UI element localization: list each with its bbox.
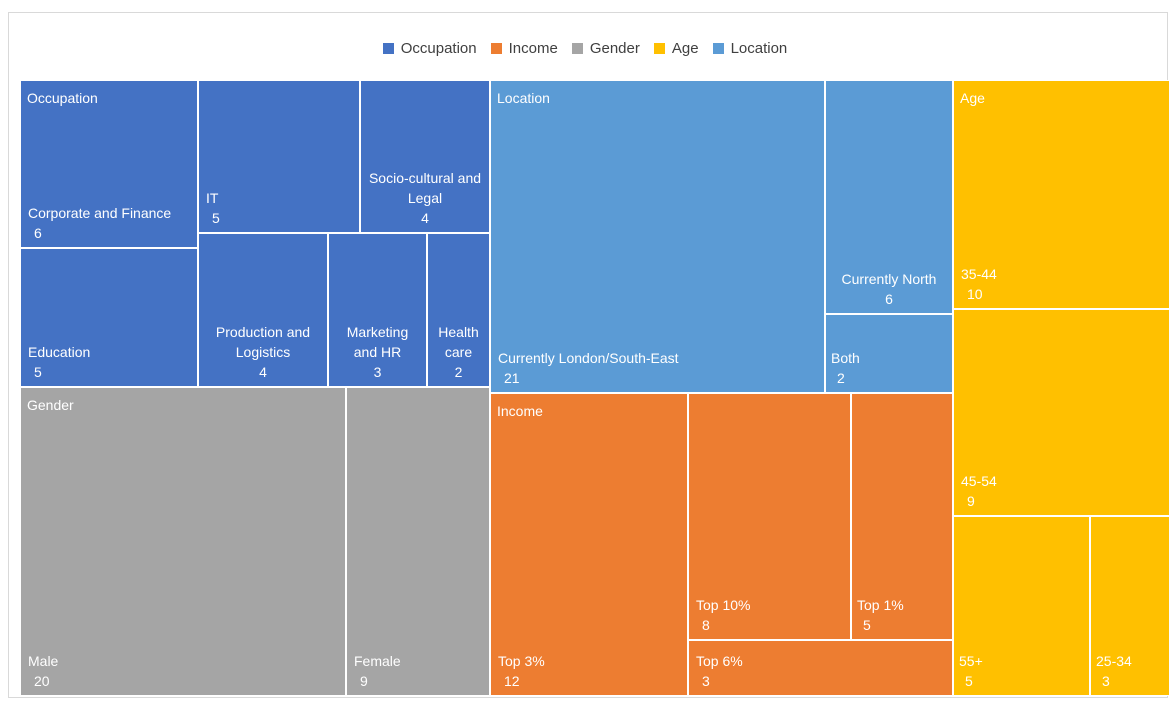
treemap-tile-education[interactable]: Education 5: [20, 248, 198, 387]
tile-label: Currently London/South-East 21: [498, 348, 679, 388]
tile-category-label: Currently North: [841, 271, 937, 287]
legend-label-occupation: Occupation: [400, 39, 477, 57]
tile-value-label: 5: [34, 364, 42, 380]
tile-category-label: Production and Logistics: [215, 324, 311, 360]
treemap-tile-45-54[interactable]: 45-54 9: [953, 309, 1170, 516]
tile-label: Male 20: [28, 651, 58, 691]
treemap-tile-top-1[interactable]: Top 1% 5: [851, 393, 953, 640]
tile-category-label: IT: [206, 190, 219, 206]
legend-label-age: Age: [671, 39, 699, 57]
legend: Occupation Income Gender Age Location: [0, 36, 1170, 60]
tile-label: 55+ 5: [959, 651, 1084, 691]
tile-label: Socio-cultural and Legal 4: [366, 168, 484, 228]
tile-value-label: 8: [702, 617, 710, 633]
legend-swatch-occupation: [382, 42, 394, 54]
tile-value-label: 12: [504, 673, 520, 689]
tile-category-label: Corporate and Finance: [28, 205, 172, 221]
tile-label: Education 5: [28, 342, 90, 382]
treemap-tile-it[interactable]: IT 5: [198, 80, 360, 233]
tile-value-label: 4: [421, 210, 429, 226]
tile-category-label: 35-44: [961, 266, 997, 282]
treemap-tile-socio-cultural-and-legal[interactable]: Socio-cultural and Legal 4: [360, 80, 490, 233]
treemap-tile-currently-north[interactable]: Currently North 6: [825, 80, 953, 314]
treemap-tile-both[interactable]: Both 2: [825, 314, 953, 393]
treemap-tile-25-34[interactable]: 25-34 3: [1090, 516, 1170, 696]
legend-item-gender[interactable]: Gender: [571, 39, 640, 57]
tile-value-label: 6: [34, 225, 42, 241]
tile-label: Female 9: [354, 651, 401, 691]
legend-swatch-location: [712, 42, 724, 54]
tile-value-label: 3: [702, 673, 710, 689]
tile-label: Both 2: [831, 348, 947, 388]
tile-label: 35-44 10: [961, 264, 997, 304]
tile-category-label: Top 10%: [696, 597, 751, 613]
tile-category-label: 45-54: [961, 473, 997, 489]
treemap-tile-corporate-and-finance[interactable]: Corporate and Finance 6: [20, 80, 198, 248]
tile-label: Marketing and HR 3: [334, 322, 421, 382]
treemap-tile-55[interactable]: 55+ 5: [953, 516, 1090, 696]
treemap-tile-production-and-logistics[interactable]: Production and Logistics 4: [198, 233, 328, 387]
tile-category-label: Top 6%: [696, 653, 743, 669]
tile-value-label: 5: [965, 673, 973, 689]
tile-category-label: Both: [831, 350, 860, 366]
tile-category-label: Female: [354, 653, 401, 669]
tile-value-label: 10: [967, 286, 983, 302]
tile-label: Currently North 6: [831, 269, 947, 309]
tile-label: 25-34 3: [1096, 651, 1164, 691]
legend-item-occupation[interactable]: Occupation: [382, 39, 477, 57]
treemap-tile-top-10[interactable]: Top 10% 8: [688, 393, 851, 640]
treemap-tile-female[interactable]: Female 9: [346, 387, 490, 696]
tile-value-label: 3: [1102, 673, 1110, 689]
tile-label: Top 6% 3: [696, 651, 743, 691]
tile-value-label: 2: [454, 364, 463, 380]
tile-value-label: 5: [212, 210, 220, 226]
treemap-tile-marketing-and-hr[interactable]: Marketing and HR 3: [328, 233, 427, 387]
treemap-tile-currently-london-south-east[interactable]: Currently London/South-East 21: [490, 80, 825, 393]
tile-label: 45-54 9: [961, 471, 997, 511]
tile-value-label: 3: [373, 364, 382, 380]
tile-label: Production and Logistics 4: [204, 322, 322, 382]
tile-label: Top 1% 5: [857, 595, 947, 635]
tile-value-label: 20: [34, 673, 50, 689]
treemap-tile-top-3[interactable]: Top 3% 12: [490, 393, 688, 696]
tile-category-label: Male: [28, 653, 59, 669]
legend-item-income[interactable]: Income: [490, 39, 558, 57]
tile-value-label: 4: [259, 364, 267, 380]
tile-label: Corporate and Finance 6: [28, 203, 171, 243]
tile-label: Top 3% 12: [498, 651, 545, 691]
tile-value-label: 5: [863, 617, 871, 633]
treemap-tile-35-44[interactable]: 35-44 10: [953, 80, 1170, 309]
tile-category-label: Top 1%: [857, 597, 904, 613]
tile-label: Health care 2: [433, 322, 484, 382]
tile-category-label: Top 3%: [498, 653, 545, 669]
treemap-tile-male[interactable]: Male 20: [20, 387, 346, 696]
tile-category-label: 25-34: [1096, 653, 1132, 669]
tile-category-label: Health care: [438, 324, 479, 360]
legend-label-gender: Gender: [589, 39, 640, 57]
tile-value-label: 9: [967, 493, 975, 509]
tile-category-label: Socio-cultural and Legal: [368, 170, 482, 206]
legend-item-age[interactable]: Age: [653, 39, 699, 57]
legend-item-location[interactable]: Location: [712, 39, 788, 57]
tile-category-label: Currently London/South-East: [498, 350, 679, 366]
legend-swatch-gender: [571, 42, 583, 54]
tile-category-label: Marketing and HR: [346, 324, 409, 360]
tile-value-label: 6: [885, 291, 893, 307]
treemap-tile-health-care[interactable]: Health care 2: [427, 233, 490, 387]
tile-value-label: 9: [360, 673, 368, 689]
legend-swatch-age: [653, 42, 665, 54]
tile-value-label: 21: [504, 370, 520, 386]
legend-swatch-income: [490, 42, 502, 54]
tile-category-label: Education: [28, 344, 91, 360]
legend-label-income: Income: [508, 39, 558, 57]
tile-value-label: 2: [837, 370, 845, 386]
tile-label: IT 5: [206, 188, 220, 228]
tile-label: Top 10% 8: [696, 595, 750, 635]
treemap-tile-top-6[interactable]: Top 6% 3: [688, 640, 953, 696]
legend-label-location: Location: [730, 39, 788, 57]
tile-category-label: 55+: [959, 653, 983, 669]
